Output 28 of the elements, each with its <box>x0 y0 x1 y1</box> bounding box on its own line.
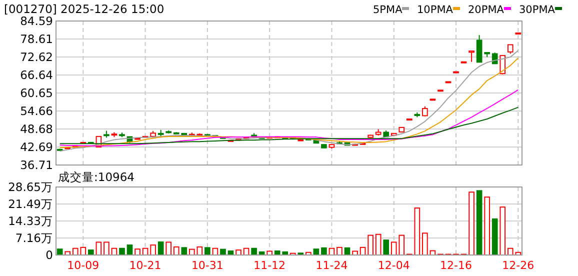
y-tick-label: 36.71 <box>20 158 53 172</box>
y-tick-label: 7.16万 <box>15 231 53 246</box>
chart-title: [001270] 2025-12-26 15:00 <box>4 2 164 16</box>
y-tick-label: 28.65万 <box>8 180 53 194</box>
y-tick-label: 84.59 <box>20 14 53 28</box>
y-tick-label: 14.33万 <box>8 214 53 228</box>
y-tick-label: 42.69 <box>20 140 53 154</box>
legend-label: 20PMA <box>468 4 505 16</box>
x-tick-label: 10-09 <box>67 259 100 272</box>
y-tick-label: 72.62 <box>20 50 53 64</box>
x-tick-label: 11-12 <box>254 259 286 272</box>
x-tick-label: 10-31 <box>191 259 224 272</box>
y-tick-label: 54.66 <box>20 104 53 118</box>
x-tick-label: 12-04 <box>378 259 410 272</box>
y-tick-label: 0 <box>46 248 53 262</box>
x-tick-label: 11-24 <box>316 259 348 272</box>
x-tick-label: 10-21 <box>129 259 162 272</box>
y-tick-label: 48.68 <box>20 122 53 136</box>
x-tick-label: 12-26 <box>502 259 534 272</box>
y-tick-label: 21.49万 <box>8 197 53 212</box>
y-tick-label: 78.61 <box>20 32 53 46</box>
x-tick-label: 12-16 <box>440 259 472 272</box>
chart-title: 成交量:10964 <box>58 170 134 184</box>
legend-label: 30PMA <box>519 4 556 16</box>
legend-label: 10PMA <box>417 4 454 16</box>
legend-label: 5PMA <box>373 4 404 16</box>
y-tick-label: 60.65 <box>20 86 53 100</box>
y-tick-label: 66.64 <box>20 68 53 82</box>
